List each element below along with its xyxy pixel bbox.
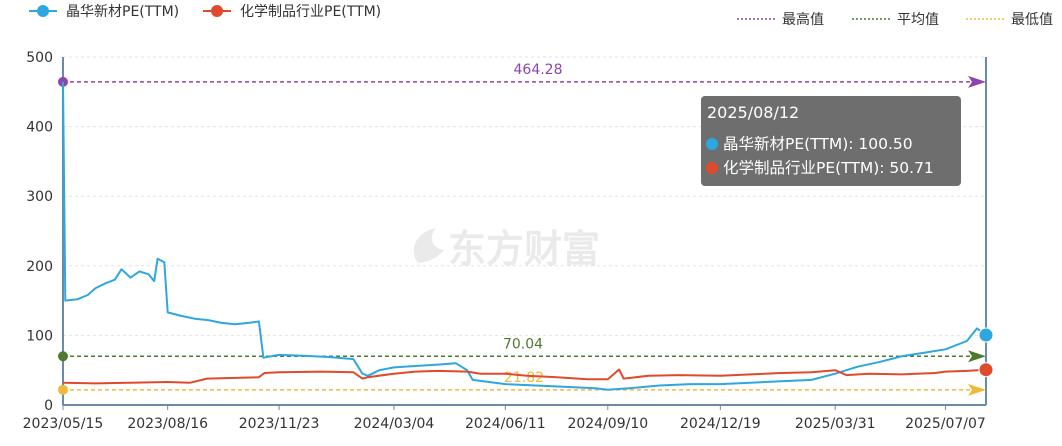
legend-label-avg: 平均值	[897, 12, 939, 28]
legend-item-company[interactable]: 晶华新材PE(TTM)	[29, 4, 179, 20]
mark-end-arrow-avg	[968, 350, 986, 363]
x-tick-label: 2024/09/10	[567, 416, 648, 432]
mark-start-dot-max	[58, 76, 68, 87]
x-tick-label: 2025/07/07	[905, 416, 986, 432]
point-layer	[978, 327, 994, 378]
tooltip-row-company: 晶华新材PE(TTM): 100.50	[706, 132, 913, 154]
y-tick-label: 100	[26, 328, 53, 344]
x-tick-label: 2024/12/19	[680, 416, 761, 432]
x-tick-label: 2023/11/23	[239, 416, 320, 432]
tooltip-text-industry: 化学制品行业PE(TTM): 50.71	[723, 159, 934, 177]
legend-label-industry: 化学制品行业PE(TTM)	[240, 4, 381, 20]
end-point-company	[978, 327, 994, 343]
x-tick-label: 2025/03/31	[795, 416, 876, 432]
x-tick-label: 2023/08/16	[127, 416, 208, 432]
x-tick-label: 2024/03/04	[354, 416, 435, 432]
legend-item-max[interactable]: 最高值	[737, 11, 824, 28]
tooltip-text-company: 晶华新材PE(TTM): 100.50	[723, 135, 913, 153]
series-layer	[62, 81, 987, 391]
legend-label-max: 最高值	[782, 11, 824, 28]
watermark-text: 东方财富	[448, 227, 600, 271]
x-tick-label: 2024/06/11	[465, 416, 546, 432]
mark-end-arrow-max	[968, 75, 986, 88]
tooltip-row-industry: 化学制品行业PE(TTM): 50.71	[706, 156, 934, 178]
tooltip-dot-company	[706, 138, 718, 150]
legend-item-avg[interactable]: 平均值	[852, 12, 939, 28]
legend-item-min[interactable]: 最低值	[966, 12, 1053, 28]
mark-end-arrow-min	[968, 383, 986, 396]
legend-label-company: 晶华新材PE(TTM)	[66, 4, 179, 20]
mark-start-dot-avg	[58, 351, 68, 362]
tooltip: 2025/08/12 晶华新材PE(TTM): 100.50 化学制品行业PE(…	[701, 96, 961, 186]
y-tick-label: 400	[26, 120, 53, 136]
series-line-company	[62, 81, 987, 391]
watermark: 东方财富	[413, 227, 600, 271]
end-point-industry	[978, 362, 994, 378]
legend-label-min: 最低值	[1011, 12, 1053, 28]
legend-marker-industry	[211, 5, 223, 17]
y-tick-label: 300	[26, 189, 53, 205]
legend-marker-company	[37, 5, 49, 17]
mark-start-dot-min	[58, 384, 68, 395]
legend-item-industry[interactable]: 化学制品行业PE(TTM)	[203, 4, 381, 20]
y-tick-label: 500	[26, 50, 53, 66]
tooltip-date: 2025/08/12	[707, 103, 800, 122]
x-tick-label: 2023/05/15	[23, 416, 104, 432]
y-tick-label: 200	[26, 259, 53, 275]
series-line-industry	[62, 368, 987, 385]
mark-label-avg: 70.04	[503, 336, 543, 352]
y-tick-label: 0	[44, 398, 53, 414]
watermark-logo-icon	[413, 228, 444, 263]
tooltip-dot-industry	[706, 162, 718, 174]
mark-label-max: 464.28	[514, 62, 563, 78]
